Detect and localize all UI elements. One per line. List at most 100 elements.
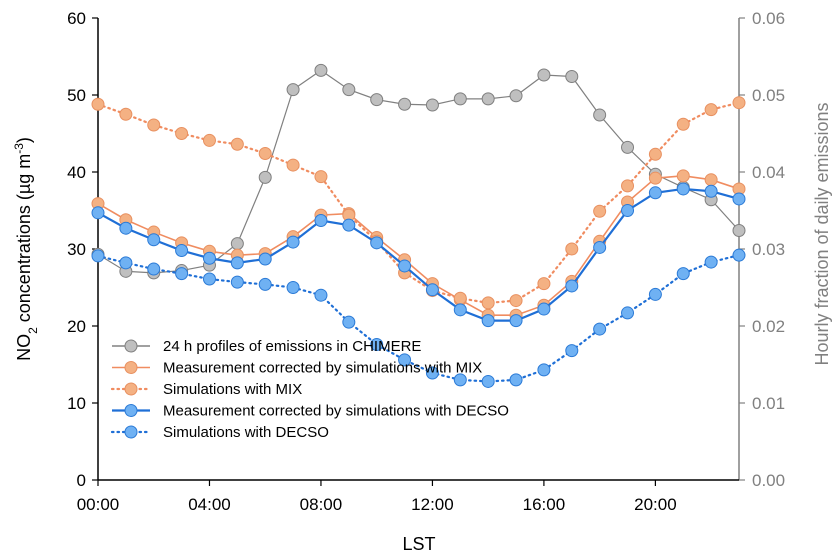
- series-2: [91, 96, 746, 310]
- data-point: [453, 92, 467, 106]
- data-point: [342, 83, 356, 97]
- data-point: [370, 337, 384, 351]
- data-point: [91, 206, 105, 220]
- data-point: [286, 235, 300, 249]
- x-tick-label: 08:00: [300, 495, 343, 514]
- data-point: [370, 236, 384, 250]
- data-point: [425, 283, 439, 297]
- left-tick-label: 50: [67, 86, 86, 105]
- y-axis-title-close: ): [14, 137, 34, 143]
- series-3: [91, 182, 746, 328]
- x-tick-label: 04:00: [188, 495, 231, 514]
- left-tick-label: 10: [67, 394, 86, 413]
- data-point: [481, 92, 495, 106]
- data-point: [704, 255, 718, 269]
- data-point: [286, 281, 300, 294]
- data-point: [230, 237, 244, 251]
- series-1: [91, 169, 746, 322]
- legend-label: Simulations with DECSO: [163, 424, 329, 441]
- right-tick-label: 0.00: [752, 471, 785, 490]
- left-tick-label: 60: [67, 9, 86, 28]
- data-point: [119, 107, 133, 121]
- data-point: [230, 275, 244, 289]
- data-point: [481, 296, 495, 310]
- right-y-axis-ticks: 0.00 0.01 0.02 0.03 0.04 0.05 0.06: [739, 9, 785, 490]
- x-tick-label: 00:00: [77, 495, 120, 514]
- data-point: [648, 186, 662, 200]
- data-point: [258, 147, 272, 161]
- data-point: [565, 242, 579, 256]
- data-point: [425, 98, 439, 112]
- data-point: [119, 256, 133, 270]
- data-point: [342, 218, 356, 232]
- data-point: [398, 353, 412, 367]
- legend-item: Measurement corrected by simulations wit…: [112, 360, 482, 377]
- right-tick-label: 0.05: [752, 86, 785, 105]
- x-axis-ticks: 00:00 04:00 08:00 12:00 16:00 20:00: [77, 480, 677, 514]
- data-point: [509, 373, 523, 387]
- data-point: [704, 173, 718, 187]
- y-axis-title-sub: 2: [26, 327, 40, 334]
- data-point: [732, 96, 746, 110]
- data-point: [704, 184, 718, 198]
- data-point: [481, 314, 495, 328]
- left-tick-label: 30: [67, 240, 86, 259]
- legend-marker: [124, 382, 138, 396]
- data-point: [537, 68, 551, 82]
- data-point: [202, 133, 216, 147]
- data-point: [565, 279, 579, 293]
- data-point: [202, 272, 216, 286]
- data-point: [453, 373, 467, 387]
- series-line: [97, 187, 740, 322]
- data-point: [537, 363, 551, 377]
- data-point: [593, 108, 607, 122]
- series-0: [91, 63, 746, 280]
- data-point: [565, 344, 579, 358]
- data-point: [425, 366, 439, 380]
- data-point: [314, 170, 328, 184]
- y-axis-title-rest: concentrations (µg m: [14, 154, 34, 327]
- data-point: [537, 277, 551, 291]
- data-point: [370, 93, 384, 107]
- data-point: [593, 240, 607, 254]
- left-tick-label: 20: [67, 317, 86, 336]
- data-point: [453, 291, 467, 305]
- data-point: [398, 97, 412, 111]
- data-point: [621, 306, 635, 320]
- data-point: [230, 256, 244, 270]
- data-point: [91, 97, 105, 111]
- data-point: [286, 83, 300, 97]
- data-point: [537, 302, 551, 316]
- data-point: [648, 171, 662, 185]
- data-point: [593, 322, 607, 336]
- data-point: [732, 224, 746, 238]
- legend: 24 h profiles of emissions in CHIMERE Mea…: [110, 338, 509, 441]
- data-point: [676, 117, 690, 131]
- data-point: [258, 277, 272, 291]
- data-point: [704, 103, 718, 117]
- legend-item: Measurement corrected by simulations wit…: [112, 403, 509, 420]
- data-point: [398, 259, 412, 273]
- legend-marker: [124, 425, 138, 439]
- legend-item: Simulations with MIX: [110, 381, 302, 398]
- right-tick-label: 0.04: [752, 163, 785, 182]
- legend-marker: [124, 404, 138, 417]
- legend-label: Simulations with MIX: [163, 381, 302, 398]
- data-point: [593, 204, 607, 218]
- data-point: [676, 182, 690, 196]
- data-point: [119, 221, 133, 235]
- data-point: [230, 137, 244, 151]
- legend-marker: [124, 339, 138, 353]
- legend-item: 24 h profiles of emissions in CHIMERE: [112, 338, 421, 355]
- data-point: [314, 63, 328, 77]
- data-point: [481, 374, 495, 388]
- data-point: [202, 251, 216, 265]
- data-point: [565, 70, 579, 84]
- data-point: [314, 288, 328, 302]
- y-axis-title-sup: -3: [12, 143, 26, 154]
- right-tick-label: 0.01: [752, 394, 785, 413]
- legend-label: 24 h profiles of emissions in CHIMERE: [163, 338, 421, 355]
- right-tick-label: 0.06: [752, 9, 785, 28]
- legend-label: Measurement corrected by simulations wit…: [163, 403, 509, 420]
